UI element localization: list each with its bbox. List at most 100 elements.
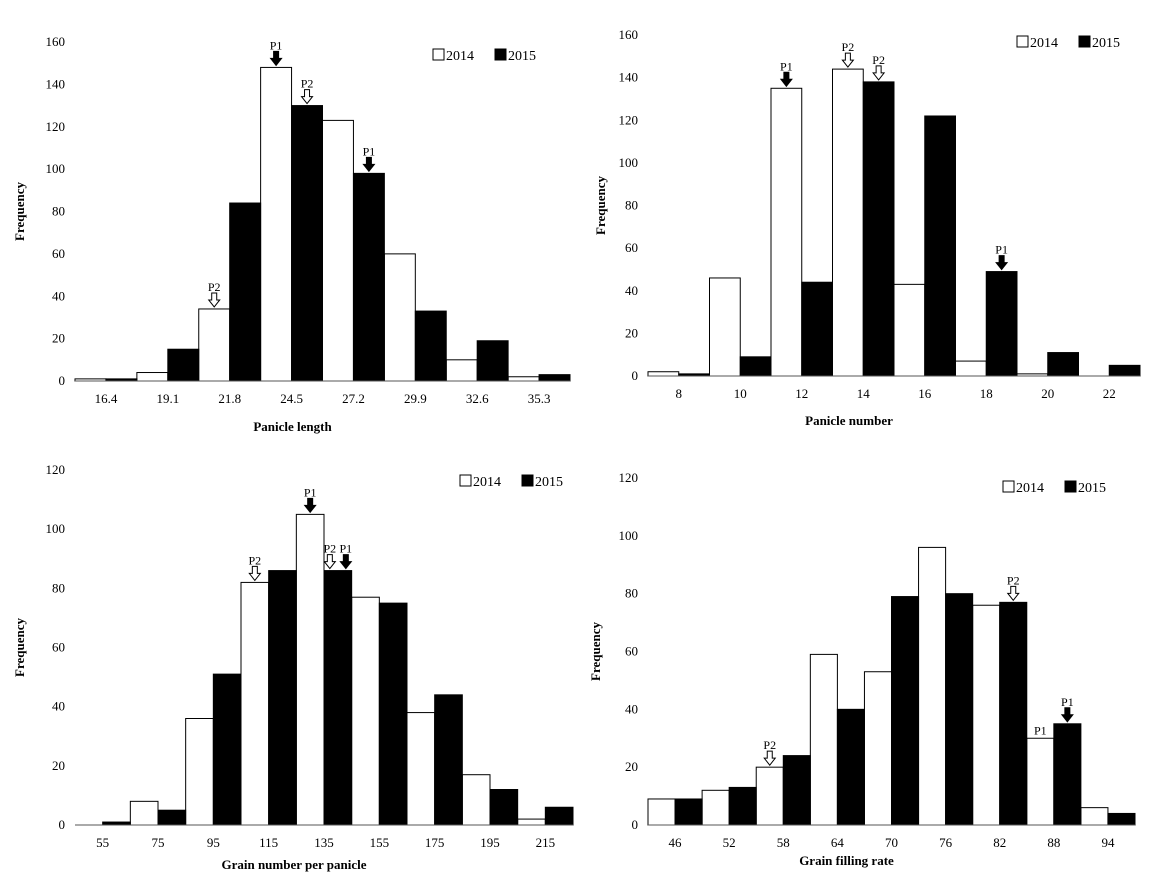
x-tick-label: 75 [152, 835, 165, 850]
filled-arrow-icon [995, 255, 1009, 271]
x-tick-label: 19.1 [156, 391, 179, 406]
bar-2014-19.1 [136, 372, 169, 382]
bar-2014-46 [647, 798, 676, 826]
bar-2015-58 [782, 755, 811, 826]
y-tick-label: 0 [59, 373, 66, 388]
y-tick-label: 160 [619, 27, 639, 42]
filled-arrow-icon [303, 497, 317, 514]
annotation-p2: P2 [1006, 573, 1020, 602]
bar-2015-14 [862, 81, 895, 377]
legend-swatch-2015 [521, 474, 534, 487]
annotation-label: P2 [872, 53, 885, 67]
bar-2015-195 [489, 789, 519, 826]
bar-2015-175 [434, 694, 463, 826]
bar-2014-94 [1080, 807, 1109, 826]
legend-label-2014: 2014 [1016, 481, 1044, 496]
bar-2015-46 [674, 798, 703, 826]
bar-2015-16 [924, 115, 956, 377]
annotation-p2: P2 [872, 53, 886, 81]
y-tick-label: 120 [46, 119, 66, 134]
annotation-label: P1 [339, 542, 352, 556]
hollow-arrow-icon [872, 65, 886, 81]
x-tick-label: 58 [777, 835, 790, 850]
chart-grain-number: 0 20 40 60 80 100 120 55 75 95 115 135 155 175 195 215 G… [12, 462, 574, 872]
bar-2014-175 [406, 712, 436, 826]
y-tick-label: 120 [619, 112, 639, 127]
annotation-label: P1 [995, 243, 1008, 257]
y-axis-title: Frequency [12, 618, 27, 677]
chart-grain-filling-rate: 0 20 40 60 80 100 120 46 52 58 64 70 76 82 88 94 Grain f… [588, 470, 1136, 868]
bar-2015-10 [739, 356, 772, 377]
y-tick-label: 40 [52, 699, 65, 714]
annotation-p1: P1 [269, 38, 283, 67]
y-tick-label: 0 [59, 817, 66, 832]
y-tick-label: 100 [619, 155, 639, 170]
bar-2014-35.3 [507, 376, 540, 382]
x-tick-label: 88 [1047, 835, 1060, 850]
annotation-label: P1 [270, 38, 283, 52]
bar-2014-75 [129, 800, 159, 826]
x-tick-label: 27.2 [342, 391, 365, 406]
legend-swatch-2014 [1016, 35, 1029, 48]
x-tick-label: 35.3 [528, 391, 551, 406]
x-tick-label: 95 [207, 835, 220, 850]
legend: 2014 2015 [432, 48, 536, 64]
bar-2015-21.8 [229, 202, 262, 382]
bar-2014-88 [1026, 737, 1055, 826]
hollow-arrow-icon [763, 750, 777, 766]
bar-2014-29.9 [383, 253, 416, 382]
bar-2015-70 [891, 596, 920, 826]
bar-2015-88 [1053, 723, 1082, 826]
legend-swatch-2014 [432, 48, 445, 61]
x-tick-label: 46 [669, 835, 683, 850]
legend-swatch-2015 [494, 48, 507, 61]
x-axis-title: Grain number per panicle [221, 857, 366, 872]
x-axis-title: Panicle number [805, 413, 893, 428]
y-tick-label: 80 [52, 204, 65, 219]
filled-arrow-icon [1060, 707, 1074, 723]
hollow-arrow-icon [300, 89, 314, 105]
legend: 2014 2015 [1016, 35, 1120, 51]
bar-2015-18 [985, 271, 1018, 377]
bar-2014-70 [863, 671, 893, 826]
x-tick-label: 115 [259, 835, 278, 850]
legend-label-2015: 2015 [508, 49, 536, 64]
annotation-p2: P2 [300, 77, 314, 105]
filled-arrow-icon [269, 50, 283, 67]
bar-2014-215 [517, 818, 546, 826]
chart-panicle-length: 0 20 40 60 80 100 120 140 160 16.4 19.1 21.8 24.5 27.… [12, 34, 571, 434]
y-tick-label: 100 [46, 161, 66, 176]
y-tick-label: 80 [625, 586, 638, 601]
bar-2014-16 [893, 283, 926, 377]
bar-2015-35.3 [538, 374, 571, 382]
hollow-arrow-icon [323, 554, 337, 570]
x-tick-label: 155 [370, 835, 390, 850]
bar-2014-195 [461, 774, 491, 826]
legend: 2014 2015 [1002, 480, 1106, 496]
y-tick-label: 120 [619, 470, 639, 485]
bar-2015-76 [945, 593, 974, 826]
filled-arrow-icon [779, 71, 793, 88]
x-tick-label: 94 [1101, 835, 1115, 850]
x-tick-label: 64 [831, 835, 845, 850]
annotation-label: P1 [1034, 723, 1047, 737]
y-tick-label: 60 [52, 640, 65, 655]
y-tick-label: 120 [46, 462, 66, 477]
x-tick-label: 55 [96, 835, 109, 850]
bar-2015-22 [1108, 364, 1141, 377]
hollow-arrow-icon [207, 292, 221, 308]
hollow-arrow-icon [841, 52, 855, 68]
annotation-p1: P1 [779, 59, 793, 88]
x-tick-label: 175 [425, 835, 445, 850]
annotation-p1: P1 [1034, 723, 1047, 737]
bar-2015-75 [157, 809, 187, 826]
y-tick-label: 100 [46, 521, 66, 536]
annotation-label: P1 [304, 485, 317, 499]
x-tick-label: 215 [536, 835, 556, 850]
annotation-p1: P1 [339, 542, 353, 570]
annotation-label: P2 [323, 542, 336, 556]
annotation-label: P2 [208, 280, 221, 294]
annotation-label: P2 [1007, 573, 1020, 587]
legend-swatch-2015 [1064, 480, 1077, 493]
hollow-arrow-icon [1006, 585, 1020, 602]
